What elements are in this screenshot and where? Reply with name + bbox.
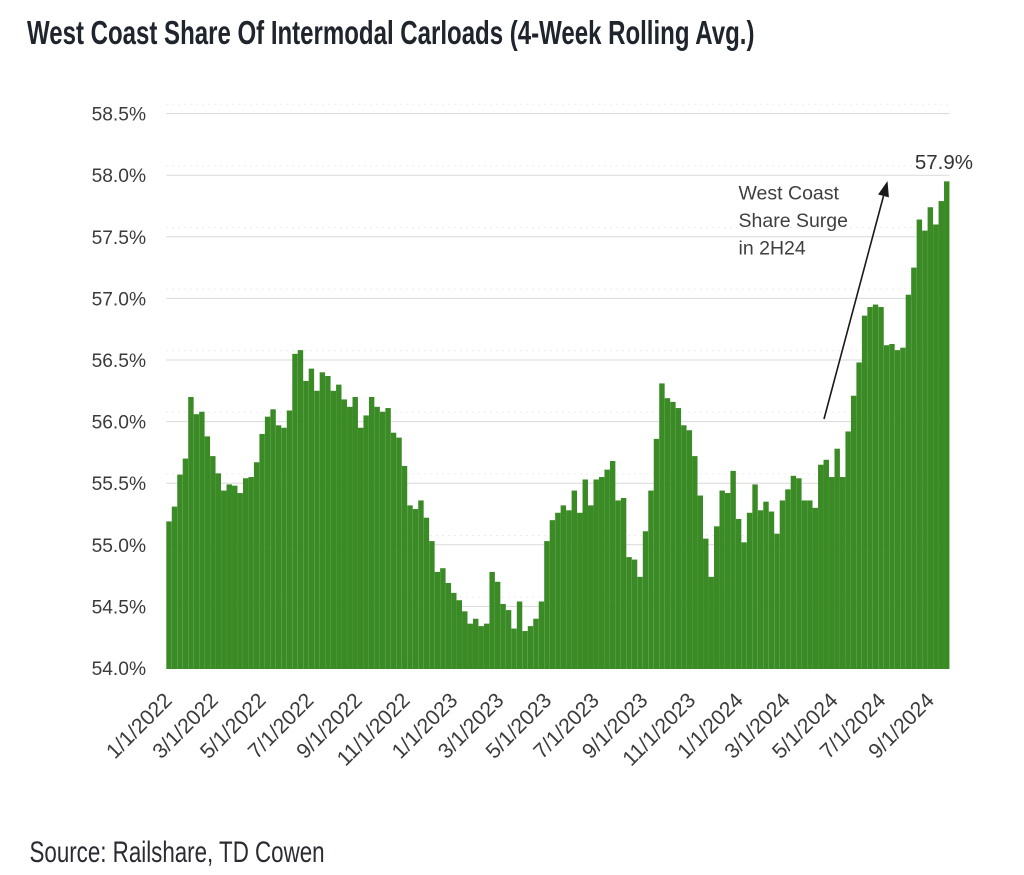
svg-text:56.5%: 56.5% [92, 351, 146, 372]
svg-text:58.0%: 58.0% [92, 166, 146, 187]
svg-text:Share Surge: Share Surge [739, 210, 849, 232]
svg-text:West Coast: West Coast [739, 183, 840, 205]
svg-text:54.0%: 54.0% [92, 659, 146, 680]
svg-text:54.5%: 54.5% [92, 597, 146, 618]
svg-text:57.5%: 57.5% [92, 228, 146, 249]
svg-text:55.5%: 55.5% [92, 474, 146, 495]
svg-text:55.0%: 55.0% [92, 536, 146, 557]
svg-text:57.0%: 57.0% [92, 289, 146, 310]
svg-text:in 2H24: in 2H24 [739, 238, 806, 260]
svg-text:56.0%: 56.0% [92, 413, 146, 434]
svg-text:Source: Railshare, TD Cowen: Source: Railshare, TD Cowen [30, 835, 325, 869]
svg-text:West Coast Share Of Intermodal: West Coast Share Of Intermodal Carloads … [27, 16, 754, 53]
svg-text:57.9%: 57.9% [915, 151, 973, 174]
svg-text:58.5%: 58.5% [92, 105, 146, 126]
